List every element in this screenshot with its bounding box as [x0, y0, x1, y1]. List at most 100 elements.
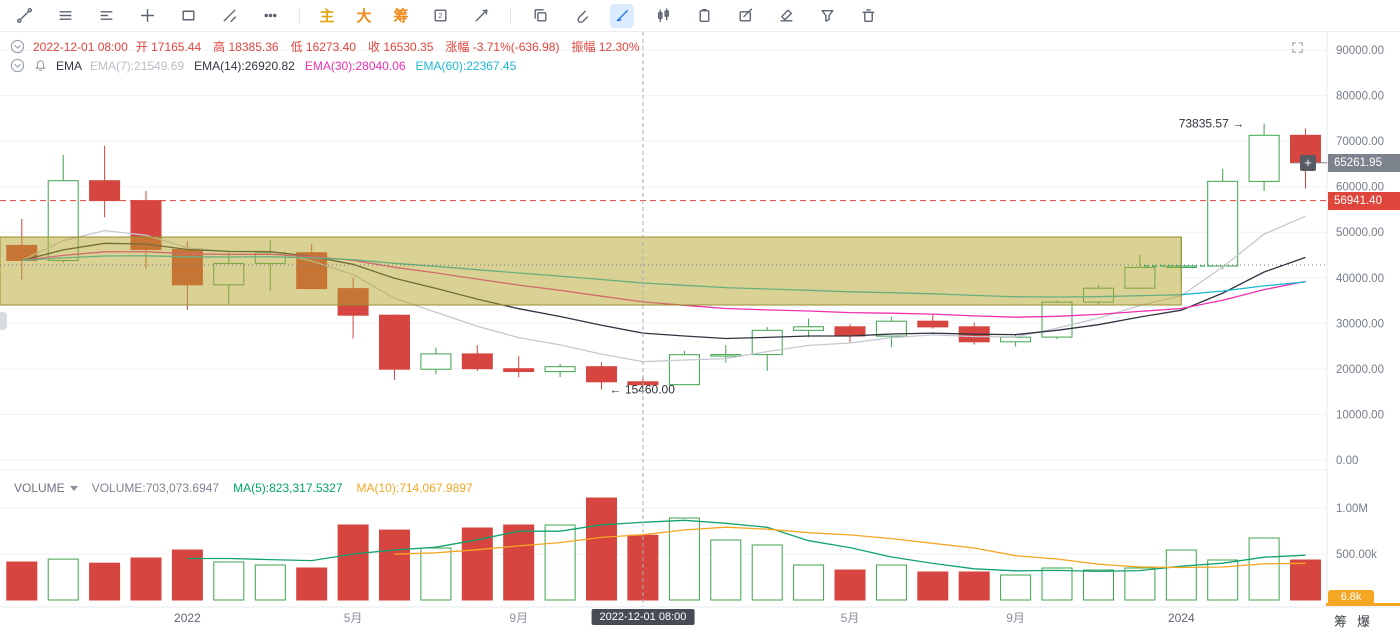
svg-text:1.00M: 1.00M: [1336, 503, 1368, 515]
funnel-icon: [820, 10, 834, 22]
toolbar-separator: [510, 7, 511, 24]
indicator-values: EMA(7):21549.69 EMA(14):26920.82 EMA(30):2…: [90, 59, 516, 73]
ohlc-field: 振幅 12.30%: [571, 40, 640, 54]
ruler-icon: [222, 9, 236, 23]
ohlc-fields: 开 17165.44 高 18385.36 低 16273.40 收 16530.35…: [136, 38, 642, 55]
chart-mode-buttons: 主大筹: [317, 4, 411, 28]
clipboard-tool-button[interactable]: [692, 4, 716, 28]
add-order-on-price-button[interactable]: +: [1300, 154, 1316, 171]
chevron-down-icon: [69, 485, 78, 491]
candles-layer: [6, 123, 1321, 601]
more-tools-button[interactable]: [258, 4, 282, 28]
ruler-tool-button[interactable]: [217, 4, 241, 28]
indicator-bar: EMA EMA(7):21549.69 EMA(14):26920.82 EMA(3…: [10, 58, 516, 73]
copy-tool-button[interactable]: [528, 4, 552, 28]
attach-tool-button[interactable]: [569, 4, 593, 28]
pane-drag-handle[interactable]: [0, 312, 7, 330]
candle-datetime: 2022-12-01 08:00: [33, 39, 128, 54]
current-price-badge: 65261.95: [1328, 153, 1400, 172]
trend-line-tool-button[interactable]: [12, 4, 36, 28]
candlestick-icon: [657, 8, 669, 23]
compose-icon: [738, 8, 752, 22]
copy-icon: [533, 9, 547, 22]
svg-text:50000.00: 50000.00: [1336, 227, 1384, 239]
candle-style-button[interactable]: [651, 4, 675, 28]
rectangle-tool-button[interactable]: [176, 4, 200, 28]
toolbar-separator: [299, 7, 300, 24]
ohlc-field: 开 17165.44: [135, 40, 202, 54]
collapse-circle-icon[interactable]: [10, 39, 25, 54]
svg-text:2022: 2022: [174, 611, 201, 625]
svg-text:80000.00: 80000.00: [1336, 91, 1384, 103]
compose-tool-button[interactable]: [733, 4, 757, 28]
eraser-tool-button[interactable]: [774, 4, 798, 28]
svg-text:9月: 9月: [509, 611, 528, 625]
svg-text:20000.00: 20000.00: [1336, 364, 1384, 376]
svg-text:60000.00: 60000.00: [1336, 182, 1384, 194]
draw-pen-icon: [616, 10, 628, 22]
ema-value: EMA(30):28040.06: [304, 58, 406, 73]
ohlc-field: 涨幅 -3.71%(-636.98): [445, 40, 560, 54]
paperclip-icon: [576, 10, 588, 24]
ohlc-field: 低 16273.40: [290, 40, 356, 54]
trend-line-icon: [16, 8, 32, 23]
draw-tool-button-selected[interactable]: [610, 3, 634, 28]
indicator-name: EMA: [56, 58, 83, 73]
more-icon: [263, 13, 277, 18]
horizontal-lines-tool-button[interactable]: [53, 4, 77, 28]
svg-text:9月: 9月: [1006, 611, 1025, 625]
alert-price-badge[interactable]: 56941.40: [1328, 191, 1400, 210]
filter-tool-button[interactable]: [815, 4, 839, 28]
svg-text:5月: 5月: [344, 611, 363, 625]
volume-ma5: MA(5):823,317.5327: [233, 481, 343, 495]
volume-title: VOLUME: [14, 481, 65, 495]
chip-distribution-toggle[interactable]: 筹: [1334, 614, 1348, 629]
mode-button-筹[interactable]: 筹: [393, 8, 409, 25]
template-tool-button[interactable]: 2: [428, 4, 452, 28]
svg-text:40000.00: 40000.00: [1336, 273, 1384, 285]
svg-text:70000.00: 70000.00: [1336, 136, 1384, 148]
volume-indicator-select[interactable]: VOLUME: [14, 481, 78, 495]
pointer-line-tool-button[interactable]: [469, 4, 493, 28]
template-icon: 2: [433, 9, 447, 22]
screenshot-icon: [1292, 42, 1303, 53]
svg-text:2024: 2024: [1168, 611, 1195, 625]
price-annotation: ← 15460.00: [610, 383, 676, 397]
volume-pane-header: VOLUME VOLUME:703,073.6947 MA(5):823,317…: [14, 481, 473, 495]
screenshot-button[interactable]: [1290, 40, 1305, 60]
ohlc-info-bar: 2022-12-01 08:00 开 17165.44 高 18385.36 低 1…: [10, 38, 642, 55]
cross-line-icon: [140, 8, 154, 23]
rectangle-icon: [181, 10, 195, 21]
collapse-circle-icon[interactable]: [10, 58, 25, 73]
ema-value: EMA(14):26920.82: [194, 58, 295, 73]
svg-text:30000.00: 30000.00: [1336, 318, 1384, 330]
mode-button-大[interactable]: 大: [356, 8, 372, 25]
parallel-lines-tool-button[interactable]: [94, 4, 118, 28]
crosshair-date-tooltip: 2022-12-01 08:00: [591, 609, 695, 625]
volume-ma-lines-layer: [187, 519, 1306, 573]
drawing-toolbar: 主 大 筹 2: [0, 0, 1400, 32]
ema-value: EMA(60):22367.45: [415, 58, 517, 73]
svg-text:500.00k: 500.00k: [1336, 549, 1377, 561]
svg-text:0.00: 0.00: [1336, 455, 1358, 467]
svg-text:90000.00: 90000.00: [1336, 45, 1384, 57]
svg-text:10000.00: 10000.00: [1336, 409, 1384, 421]
price-annotation: 73835.57 →: [1179, 117, 1244, 131]
ohlc-field: 高 18385.36: [213, 40, 279, 54]
user-drawn-rectangle: [0, 236, 1182, 306]
liquidation-toggle[interactable]: 爆: [1357, 614, 1371, 629]
volume-ma10: MA(10):714,067.9897: [356, 481, 473, 495]
delete-drawings-button[interactable]: [856, 4, 880, 28]
svg-text:5月: 5月: [841, 611, 860, 625]
alert-bell-icon[interactable]: [33, 58, 48, 73]
corner-toggles: 筹 爆: [1334, 611, 1370, 630]
svg-text:2: 2: [438, 11, 442, 20]
cross-line-tool-button[interactable]: [135, 4, 159, 28]
eraser-icon: [779, 9, 793, 22]
pointer-line-icon: [474, 9, 488, 22]
trash-icon: [861, 9, 875, 23]
parallel-lines-icon: [99, 11, 113, 20]
mode-button-主[interactable]: 主: [319, 8, 335, 25]
ema-value: EMA(7):21549.69: [90, 58, 185, 73]
